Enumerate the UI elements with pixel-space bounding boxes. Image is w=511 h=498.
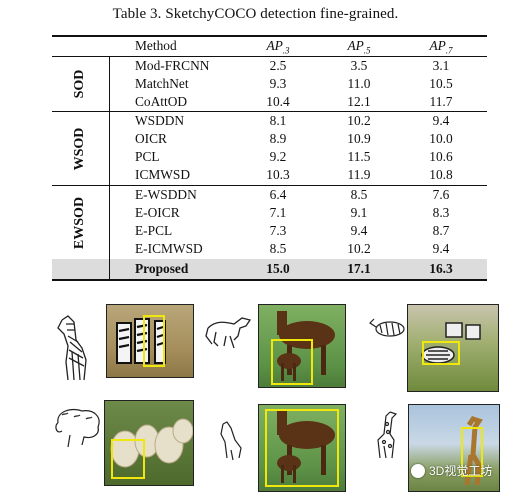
ap7-cell: 9.4 — [432, 113, 450, 128]
ap3-cell: 7.3 — [269, 223, 287, 238]
zebras-photo — [106, 304, 194, 378]
sheep-photo — [104, 400, 194, 486]
ap7-cell: 10.5 — [429, 76, 453, 91]
ap7-cell: 11.7 — [429, 94, 453, 109]
ap7-cell: 10.8 — [429, 167, 453, 182]
ap7-cell: 10.6 — [429, 149, 453, 164]
method-cell: CoAttOD — [135, 94, 188, 109]
ap5-cell: 12.1 — [347, 94, 371, 109]
method-cell: PCL — [135, 149, 160, 164]
ap7-cell: 3.1 — [432, 58, 450, 73]
method-cell: E-ICMWSD — [135, 241, 203, 256]
ap5-cell: 17.1 — [347, 261, 371, 276]
proposed-highlight — [52, 259, 487, 279]
horses-photo — [258, 304, 346, 388]
ap5-cell: 9.1 — [350, 205, 368, 220]
group-label-sod: SOD — [72, 69, 87, 99]
ap7-cell: 7.6 — [432, 187, 450, 202]
ap5-cell: 11.5 — [347, 149, 371, 164]
ap3-cell: 9.2 — [269, 149, 287, 164]
ap3-cell: 7.1 — [269, 205, 287, 220]
ap5-cell: 11.9 — [347, 167, 371, 182]
ap3-cell: 6.4 — [269, 187, 287, 202]
ap3-cell: 8.1 — [269, 113, 287, 128]
ap5-cell: 3.5 — [350, 58, 368, 73]
table-bottom-rule — [52, 279, 487, 281]
zebras-field-photo — [407, 304, 499, 392]
horses-photo-2 — [258, 404, 346, 492]
wechat-icon — [411, 463, 425, 478]
method-cell: E-OICR — [135, 205, 180, 220]
detection-box — [271, 339, 313, 385]
method-cell: OICR — [135, 131, 167, 146]
group-rule-2 — [52, 185, 487, 186]
method-cell: MatchNet — [135, 76, 189, 91]
horse-sketch — [205, 317, 252, 349]
ap7-cell: 8.7 — [432, 223, 450, 238]
table-top-rule — [52, 35, 487, 37]
ap5-cell: 9.4 — [350, 223, 368, 238]
horse-head-sketch — [220, 421, 242, 461]
giraffe-sketch — [377, 411, 398, 459]
detection-box — [461, 427, 483, 477]
ap7-cell: 9.4 — [432, 241, 450, 256]
header-method: Method — [135, 38, 177, 53]
ap7-cell: 10.0 — [429, 131, 453, 146]
watermark-text: 3D视觉工坊 — [429, 464, 493, 478]
method-cell: Proposed — [135, 261, 189, 276]
ap3-cell: 15.0 — [266, 261, 290, 276]
ap3-cell: 9.3 — [269, 76, 287, 91]
method-cell: E-PCL — [135, 223, 173, 238]
group-label-ewsod: EWSOD — [72, 196, 87, 250]
method-cell: E-WSDDN — [135, 187, 197, 202]
zebra-sketch — [57, 315, 87, 381]
detection-box — [265, 409, 339, 487]
ap3-cell: 10.4 — [266, 94, 290, 109]
ap3-cell: 8.5 — [269, 241, 287, 256]
ap7-cell: 8.3 — [432, 205, 450, 220]
group-column-divider — [109, 56, 110, 279]
detection-box — [143, 315, 165, 367]
ap5-cell: 11.0 — [347, 76, 371, 91]
ap7-cell: 16.3 — [429, 261, 453, 276]
ap3-cell: 2.5 — [269, 58, 287, 73]
ap3-cell: 10.3 — [266, 167, 290, 182]
header-ap3: AP.3 — [266, 38, 290, 56]
zebra-lying-sketch — [369, 318, 405, 337]
detection-box — [422, 341, 460, 365]
method-cell: WSDDN — [135, 113, 185, 128]
header-rule — [52, 56, 487, 57]
table-caption: Table 3. SketchyCOCO detection fine-grai… — [112, 6, 399, 22]
method-cell: Mod-FRCNN — [135, 58, 210, 73]
detection-box — [111, 439, 145, 479]
watermark: 3D视觉工坊 — [411, 462, 492, 479]
ap5-cell: 10.2 — [347, 241, 371, 256]
ap3-cell: 8.9 — [269, 131, 287, 146]
header-ap5: AP.5 — [347, 38, 371, 56]
group-label-wsod: WSOD — [72, 127, 87, 171]
ap5-cell: 8.5 — [350, 187, 368, 202]
ap5-cell: 10.2 — [347, 113, 371, 128]
method-cell: ICMWSD — [135, 167, 191, 182]
sheep-sketch — [55, 408, 100, 448]
header-ap7: AP.7 — [429, 38, 453, 56]
giraffe-photo — [408, 404, 500, 492]
group-rule-1 — [52, 111, 487, 112]
ap5-cell: 10.9 — [347, 131, 371, 146]
